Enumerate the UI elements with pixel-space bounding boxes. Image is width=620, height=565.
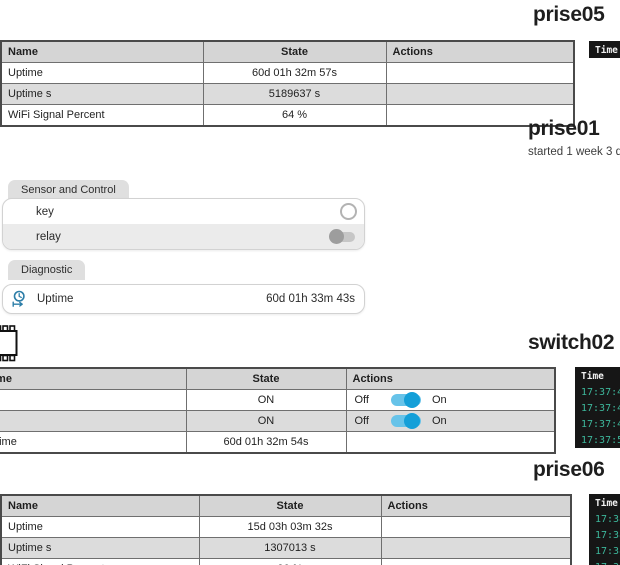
cell-name: Uptime s (0, 83, 204, 105)
col-header-actions: Actions (385, 40, 575, 63)
uptime-clock-icon (11, 290, 29, 308)
relay-toggle-off[interactable] (329, 229, 355, 244)
diagnostic-value: 60d 01h 33m 43s (266, 293, 355, 305)
sensor-label: relay (36, 230, 61, 243)
time-value: 17:38 (595, 514, 620, 525)
off-label: Off (354, 394, 369, 406)
table-row: ON Off On (0, 389, 556, 411)
col-header-state: State (202, 40, 387, 63)
sensor-row-relay[interactable]: relay (3, 224, 364, 249)
device-started-text: started 1 week 3 da (528, 146, 620, 158)
time-panel-header: Time (581, 371, 604, 382)
cell-actions (380, 537, 572, 559)
table-header-row: Name State Actions (0, 367, 556, 390)
cell-actions (345, 431, 556, 454)
col-header-state: State (185, 367, 347, 390)
time-panel-switch02: Time 17:37:40 17:37:40 17:37:45 17:37:54 (575, 367, 620, 448)
sensor-row-key[interactable]: key (3, 199, 364, 224)
on-label: On (431, 415, 447, 427)
cell-actions (385, 62, 575, 84)
radio-ring-icon[interactable] (340, 203, 357, 220)
table-row: Uptime 60d 01h 32m 54s (0, 431, 556, 454)
tab-diagnostic[interactable]: Diagnostic (8, 260, 86, 280)
diagnostic-label: Uptime (37, 293, 74, 305)
on-label: On (431, 394, 447, 406)
tab-sensor-and-control[interactable]: Sensor and Control (8, 180, 129, 200)
device-title-prise06: prise06 (533, 458, 605, 481)
switch02-table: Name State Actions ON Off On ON Off (0, 367, 556, 454)
cell-actions (385, 104, 575, 127)
cell-state: 1307013 s (198, 537, 382, 559)
sensor-control-card: key relay (2, 198, 365, 250)
cell-name: Uptime (0, 431, 187, 454)
table-header-row: Name State Actions (0, 494, 572, 517)
col-header-actions: Actions (380, 494, 572, 517)
sensor-label: key (36, 205, 54, 218)
cell-state: 64 % (202, 104, 387, 127)
diagnostic-card: Uptime 60d 01h 33m 43s (2, 284, 365, 314)
cell-name (0, 389, 187, 411)
prise05-table: Name State Actions Uptime 60d 01h 32m 57… (0, 40, 575, 127)
cell-actions (380, 516, 572, 538)
cell-name (0, 410, 187, 432)
table-row: Uptime s 5189637 s (0, 83, 575, 105)
cell-state: ON (185, 410, 347, 432)
time-panel-header-prise05: Time (589, 41, 620, 58)
time-value: 17:37:40 (581, 403, 620, 414)
cell-name: Uptime (0, 516, 200, 538)
time-value: 17:38 (589, 560, 620, 565)
table-row: Uptime s 1307013 s (0, 537, 572, 559)
time-value: 17:37:40 (581, 387, 620, 398)
device-title-prise05: prise05 (533, 3, 605, 26)
table-header-row: Name State Actions (0, 40, 575, 63)
device-title-prise01: prise01 (528, 117, 600, 140)
chip-icon (0, 325, 18, 362)
col-header-name: Name (0, 494, 200, 517)
off-label: Off (354, 415, 369, 427)
prise06-table: Name State Actions Uptime 15d 03h 03m 32… (0, 494, 572, 565)
power-toggle-on[interactable] (390, 413, 421, 429)
cell-name: Uptime s (0, 537, 200, 559)
table-row: WiFi Signal Percent 90 % (0, 558, 572, 565)
device-title-switch02: switch02 (528, 331, 615, 354)
power-toggle-on[interactable] (390, 392, 421, 408)
col-header-name: Name (0, 40, 204, 63)
cell-state: 15d 03h 03m 32s (198, 516, 382, 538)
cell-actions: Off On (345, 389, 556, 411)
time-value: 17:38 (595, 530, 620, 541)
cell-name: Uptime (0, 62, 204, 84)
table-row: Uptime 15d 03h 03m 32s (0, 516, 572, 538)
col-header-name: Name (0, 367, 187, 390)
cell-state: 5189637 s (202, 83, 387, 105)
cell-state: 90 % (198, 558, 382, 565)
time-panel-prise06: Time 17:38 17:38 17:38 17:38 (589, 494, 620, 565)
cell-actions: Off On (345, 410, 556, 432)
time-value: 17:38 (595, 546, 620, 557)
diagnostic-row-uptime: Uptime 60d 01h 33m 43s (3, 285, 364, 313)
cell-actions (380, 558, 572, 565)
cell-actions (385, 83, 575, 105)
time-panel-header: Time (595, 498, 618, 509)
cell-name: WiFi Signal Percent (0, 558, 200, 565)
cell-state: 60d 01h 32m 54s (185, 431, 347, 454)
table-row: Uptime 60d 01h 32m 57s (0, 62, 575, 84)
cell-state: 60d 01h 32m 57s (202, 62, 387, 84)
table-row: ON Off On (0, 410, 556, 432)
col-header-state: State (198, 494, 382, 517)
col-header-actions: Actions (345, 367, 556, 390)
time-value: 17:37:54 (581, 435, 620, 446)
time-value: 17:37:45 (581, 419, 620, 430)
cell-name: WiFi Signal Percent (0, 104, 204, 127)
cell-state: ON (185, 389, 347, 411)
table-row: WiFi Signal Percent 64 % (0, 104, 575, 127)
